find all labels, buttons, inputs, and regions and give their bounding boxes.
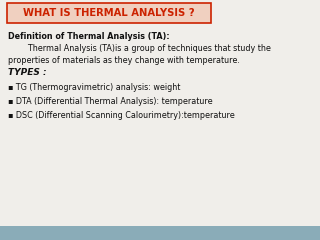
Text: Thermal Analysis (TA)is a group of techniques that study the: Thermal Analysis (TA)is a group of techn…: [8, 44, 271, 53]
Text: ▪ DTA (Differential Thermal Analysis): temperature: ▪ DTA (Differential Thermal Analysis): t…: [8, 97, 212, 106]
Text: properties of materials as they change with temperature.: properties of materials as they change w…: [8, 56, 240, 65]
Text: ▪ DSC (Differential Scanning Calourimetry):temperature: ▪ DSC (Differential Scanning Calourimetr…: [8, 111, 235, 120]
Bar: [0, 226, 320, 240]
Text: ▪ TG (Thermogravimetric) analysis: weight: ▪ TG (Thermogravimetric) analysis: weigh…: [8, 83, 180, 92]
FancyBboxPatch shape: [7, 3, 211, 23]
Text: TYPES :: TYPES :: [8, 68, 47, 77]
Text: Definition of Thermal Analysis (TA):: Definition of Thermal Analysis (TA):: [8, 32, 170, 41]
Text: WHAT IS THERMAL ANALYSIS ?: WHAT IS THERMAL ANALYSIS ?: [23, 8, 195, 18]
